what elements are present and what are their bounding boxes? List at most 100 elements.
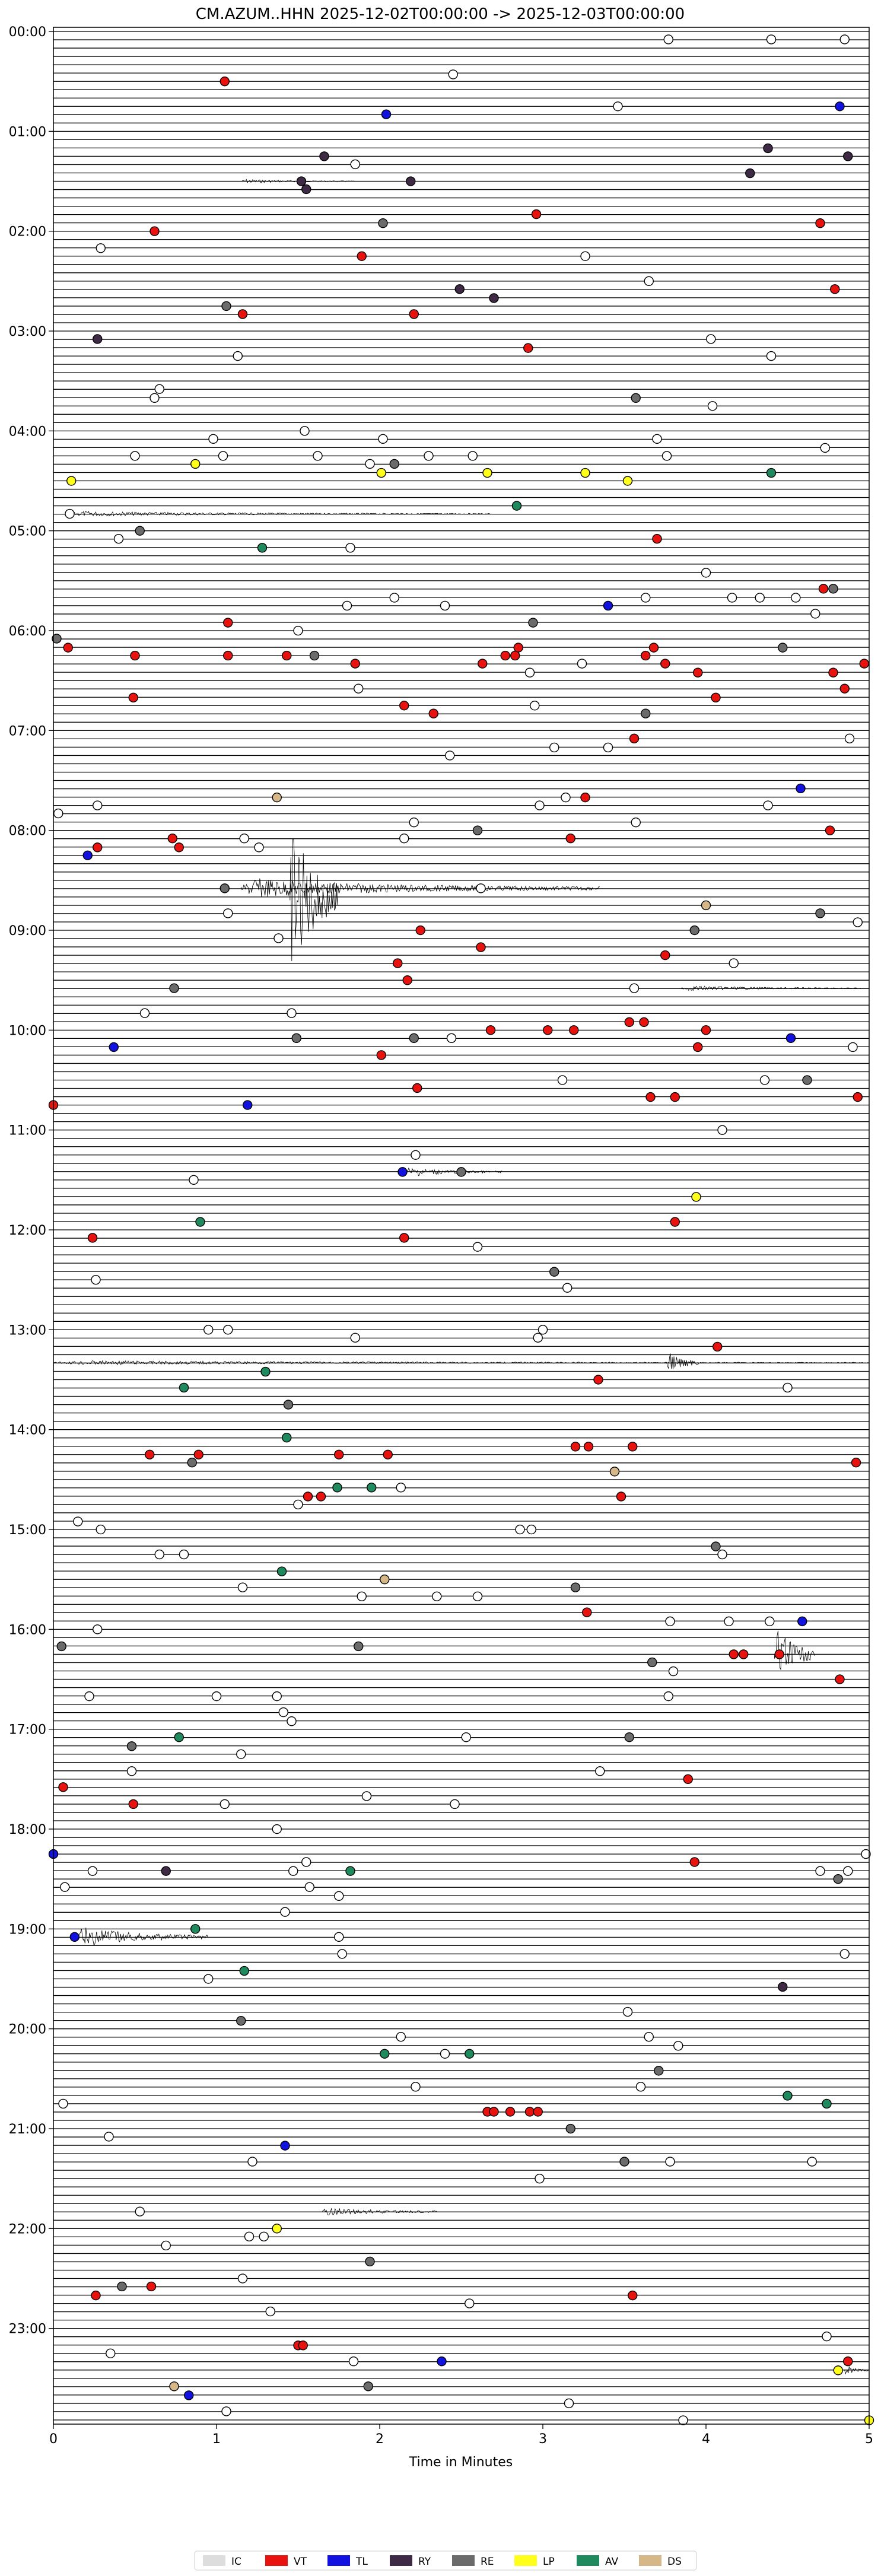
plot-frame: [53, 27, 870, 2425]
event-marker-u: [113, 533, 124, 544]
event-marker-ry: [301, 184, 311, 195]
event-marker-u: [472, 1242, 483, 1252]
event-marker-re: [570, 1582, 581, 1592]
event-marker-re: [126, 1741, 137, 1751]
event-marker-u: [150, 393, 160, 403]
event-marker-u: [848, 1042, 858, 1052]
event-marker-u: [526, 1524, 536, 1535]
event-marker-vt: [93, 842, 103, 853]
y-tick-label: 08:00: [9, 824, 46, 839]
event-marker-u: [432, 1591, 442, 1601]
event-marker-tl: [397, 1167, 408, 1177]
event-marker-vt: [689, 1857, 699, 1867]
event-marker-vt: [815, 218, 825, 228]
event-marker-u: [273, 933, 284, 943]
event-marker-u: [810, 609, 820, 619]
event-marker-ry: [489, 293, 499, 303]
event-marker-re: [220, 883, 230, 893]
event-marker-u: [564, 2398, 574, 2409]
event-marker-u: [350, 159, 360, 170]
event-marker-u: [613, 101, 623, 112]
legend-swatch-vt: [265, 2555, 288, 2566]
event-marker-u: [203, 1974, 214, 1984]
event-marker-u: [424, 451, 434, 461]
event-marker-tl: [797, 1616, 807, 1627]
event-marker-re: [528, 618, 538, 628]
event-marker-av: [282, 1432, 292, 1443]
legend-label-vt: VT: [294, 2556, 307, 2568]
event-marker-av: [190, 1924, 201, 1934]
y-tick-label: 14:00: [9, 1423, 46, 1438]
x-axis-ticks: 0 1 2 3 4 5: [49, 2424, 873, 2447]
event-marker-u: [763, 800, 773, 810]
event-marker-u: [603, 742, 613, 753]
y-tick-label: 00:00: [9, 25, 46, 40]
event-marker-u: [622, 2006, 633, 2017]
event-marker-re: [409, 1033, 419, 1044]
event-marker-u: [549, 742, 559, 753]
event-marker-u: [259, 2231, 269, 2242]
event-marker-u: [561, 792, 571, 803]
event-marker-vt: [593, 1375, 603, 1385]
legend-label-av: AV: [605, 2556, 619, 2568]
seismic-burst: [666, 1353, 699, 1370]
event-marker-u: [663, 1691, 673, 1702]
event-marker-vt: [399, 1233, 409, 1243]
event-marker-u: [237, 2273, 248, 2284]
legend-label-ic: IC: [231, 2556, 241, 2568]
event-marker-vt: [628, 2290, 638, 2301]
event-marker-re: [187, 1458, 197, 1468]
seismic-burst: [290, 838, 339, 962]
event-marker-vt: [58, 1782, 68, 1792]
event-marker-vt: [660, 950, 670, 961]
event-marker-u: [409, 818, 419, 828]
event-marker-u: [161, 2240, 171, 2251]
event-marker-re: [815, 908, 825, 918]
event-marker-vt: [739, 1649, 749, 1659]
event-marker-vt: [399, 701, 409, 711]
event-marker-u: [446, 1033, 457, 1044]
event-marker-re: [472, 825, 483, 835]
event-marker-u: [562, 1283, 573, 1293]
x-tick-label: 5: [865, 2432, 873, 2447]
event-marker-vt: [616, 1491, 626, 1502]
event-marker-vt: [843, 2356, 853, 2367]
event-marker-vt: [713, 1341, 723, 1352]
event-marker-ry: [454, 284, 465, 294]
event-marker-u: [342, 600, 352, 611]
event-marker-u: [104, 2132, 114, 2142]
x-tick-label: 3: [539, 2432, 547, 2447]
event-marker-u: [254, 842, 264, 853]
event-marker-vt: [670, 1217, 680, 1227]
event-marker-u: [287, 1008, 297, 1018]
event-marker-u: [644, 276, 654, 287]
event-marker-av: [783, 2091, 793, 2101]
seismic-burst: [774, 1630, 815, 1671]
legend-label-ry: RY: [418, 2556, 431, 2568]
event-marker-vt: [652, 533, 662, 544]
event-marker-u: [53, 808, 63, 819]
event-marker-re: [619, 2157, 629, 2167]
event-marker-u: [220, 1799, 230, 1809]
event-marker-u: [93, 800, 103, 810]
event-marker-vt: [91, 2290, 101, 2301]
event-marker-vt: [167, 833, 177, 844]
x-tick-label: 4: [702, 2432, 710, 2447]
event-marker-tl: [69, 1932, 79, 1942]
event-marker-u: [293, 625, 303, 636]
event-marker-u: [678, 2415, 688, 2425]
event-marker-re: [565, 2123, 575, 2134]
event-marker-vt: [851, 1458, 861, 1468]
event-marker-av: [345, 1866, 355, 1876]
event-marker-vt: [316, 1491, 326, 1502]
event-marker-tl: [82, 850, 93, 860]
event-marker-vt: [223, 618, 233, 628]
event-marker-vt: [146, 2281, 157, 2292]
event-marker-re: [135, 526, 145, 536]
event-marker-u: [673, 2041, 683, 2051]
event-marker-vt: [237, 309, 248, 319]
event-marker-tl: [437, 2356, 447, 2367]
event-marker-vt: [500, 650, 510, 661]
event-marker-re: [291, 1033, 301, 1044]
event-marker-lp: [376, 468, 386, 478]
